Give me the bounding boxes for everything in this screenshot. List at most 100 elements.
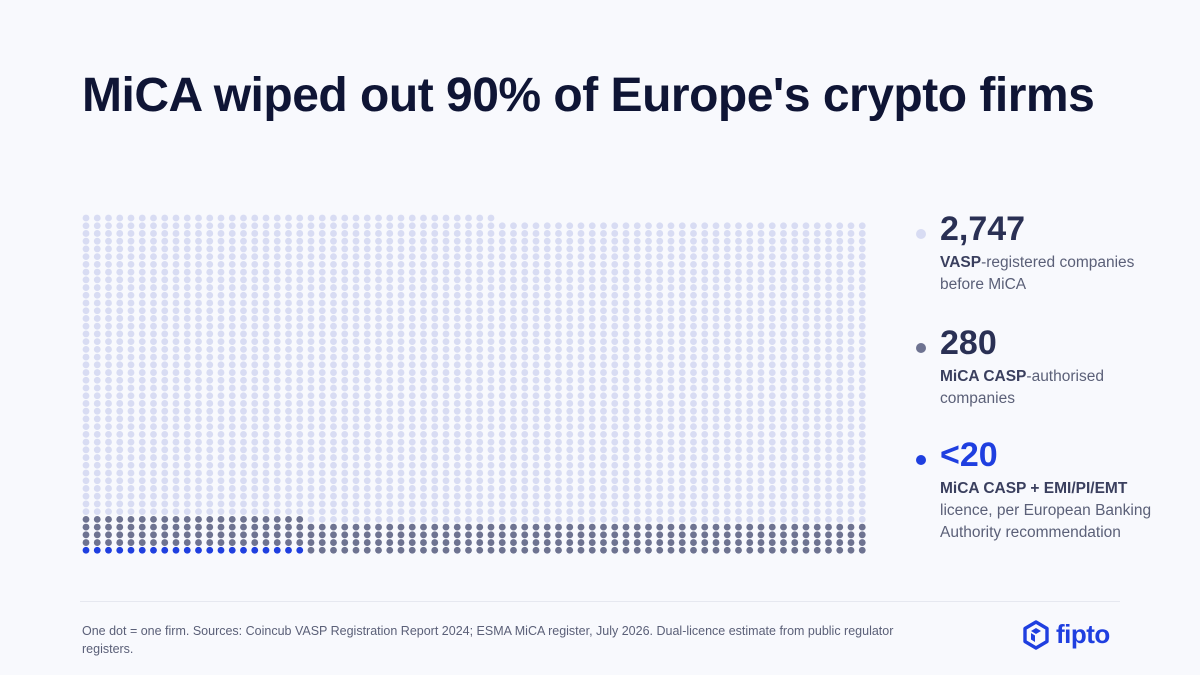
dot-vasp [442,253,450,261]
dot-vasp [240,222,247,230]
dot-vasp [712,477,720,485]
dot-vasp [363,291,371,299]
dot-casp [307,531,315,539]
dot-vasp [600,485,607,492]
dot-casp [82,523,90,531]
dot-vasp [341,361,349,369]
dot-vasp [510,430,517,438]
dot-vasp [690,253,697,261]
dot-vasp [330,330,337,338]
dot-vasp [172,338,180,346]
dot-vasp [667,260,675,268]
dot-vasp [510,515,517,523]
dot-vasp [498,222,506,230]
dot-vasp [588,345,596,353]
dot-vasp [510,237,517,245]
dot-vasp [82,330,90,338]
dot-vasp [195,322,202,330]
dot-vasp [622,376,630,384]
dot-vasp [847,469,855,477]
dot-vasp [341,237,349,245]
dot-vasp [307,469,315,477]
dot-vasp [105,260,112,268]
dot-vasp [161,461,169,469]
dot-vasp [341,415,349,423]
dot-casp [566,546,574,554]
dot-vasp [363,438,371,446]
dot-vasp [825,384,832,392]
dot-vasp [228,345,236,353]
dot-casp [82,539,90,546]
dot-vasp [307,222,315,230]
dot-vasp [633,307,641,315]
dot-vasp [453,307,461,315]
dot-vasp [262,407,270,415]
dot-vasp [566,515,574,523]
dot-vasp [577,260,585,268]
dot-vasp [318,315,326,322]
dot-vasp [577,430,585,438]
dot-vasp [510,330,517,338]
dot-vasp [645,400,652,407]
dot-vasp [780,260,787,268]
dot-vasp [465,477,472,485]
dot-vasp [656,438,664,446]
dot-vasp [858,469,866,477]
dot-vasp [150,245,157,253]
dot-vasp [645,423,652,431]
dot-vasp [813,446,821,454]
dot-vasp [228,485,236,492]
dot-casp [465,531,472,539]
dot-casp [127,515,135,523]
dot-vasp [858,430,866,438]
dot-casp [600,546,607,554]
dot-vasp [363,268,371,276]
dot-vasp [386,237,394,245]
dot-vasp [555,307,562,315]
dot-vasp [600,237,607,245]
dot-vasp [82,361,90,369]
dot-casp [375,531,382,539]
dot-vasp [375,508,382,516]
dot-vasp [251,338,259,346]
dot-vasp [498,230,506,237]
dot-vasp [386,307,394,315]
dot-vasp [420,322,427,330]
dot-vasp [195,469,202,477]
dot-vasp [588,291,596,299]
dot-vasp [498,322,506,330]
dot-vasp [532,230,540,237]
dot-vasp [555,423,562,431]
dot-casp [577,539,585,546]
dot-vasp [228,461,236,469]
dot-vasp [240,407,247,415]
dot-vasp [116,330,124,338]
dot-vasp [510,477,517,485]
dot-vasp [678,392,686,400]
dot-vasp [791,415,799,423]
dot-vasp [825,376,832,384]
dot-vasp [487,222,495,230]
dot-vasp [195,268,202,276]
dot-vasp [600,369,607,376]
dot-vasp [566,230,574,237]
dot-vasp [195,477,202,485]
dot-vasp [802,222,810,230]
dot-vasp [465,299,472,307]
dot-vasp [161,454,169,461]
dot-vasp [150,415,157,423]
dot-vasp [667,345,675,353]
dot-vasp [487,345,495,353]
dot-vasp [195,376,202,384]
dot-vasp [442,438,450,446]
dot-casp [510,539,517,546]
dot-vasp [228,376,236,384]
dot-casp [262,531,270,539]
dot-casp [510,531,517,539]
dot-vasp [127,276,135,284]
dot-vasp [780,361,787,369]
dot-vasp [296,284,304,291]
dot-vasp [858,299,866,307]
dot-vasp [836,268,844,276]
dot-vasp [566,361,574,369]
